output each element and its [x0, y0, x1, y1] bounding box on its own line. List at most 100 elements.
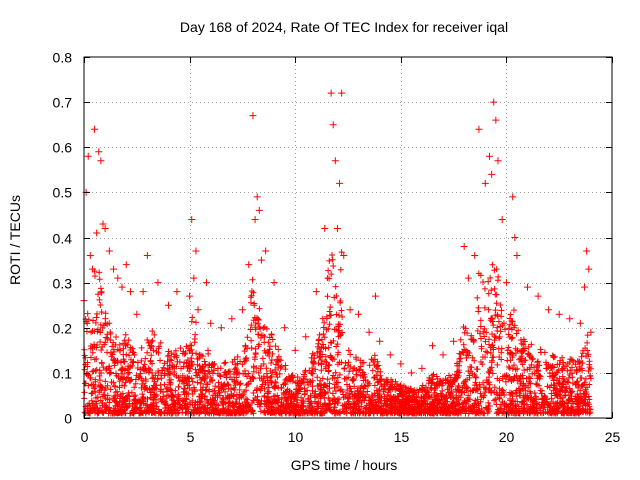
data-point — [343, 401, 350, 408]
data-point — [468, 408, 475, 415]
data-point — [568, 364, 575, 371]
data-point — [439, 351, 447, 359]
data-point — [490, 98, 498, 106]
data-point — [475, 125, 483, 133]
data-point — [494, 157, 502, 165]
data-point — [223, 374, 230, 381]
data-point — [498, 313, 505, 320]
data-point — [513, 330, 520, 337]
data-point — [513, 393, 520, 400]
data-point — [149, 385, 156, 392]
data-point — [479, 361, 486, 368]
data-point — [337, 331, 344, 338]
data-point — [559, 354, 566, 361]
data-point — [96, 296, 103, 303]
data-point — [84, 310, 91, 317]
data-point — [567, 388, 574, 395]
data-point — [559, 373, 566, 380]
data-point — [248, 337, 255, 344]
data-point — [562, 387, 569, 394]
data-point — [153, 403, 160, 410]
data-point — [487, 344, 494, 351]
data-point — [422, 401, 429, 408]
data-point — [410, 389, 417, 396]
data-point — [418, 394, 425, 401]
data-point — [552, 400, 559, 407]
data-point — [452, 386, 459, 393]
data-point — [539, 396, 546, 403]
data-point — [102, 310, 109, 317]
data-point — [472, 387, 479, 394]
data-point — [269, 350, 276, 357]
data-point — [460, 341, 467, 348]
data-point — [198, 390, 205, 397]
data-point — [307, 378, 314, 385]
data-point — [498, 307, 505, 314]
data-point — [475, 308, 482, 315]
data-point — [209, 370, 216, 377]
data-point — [355, 310, 363, 318]
data-point — [110, 379, 117, 386]
data-point — [333, 408, 340, 415]
data-point — [234, 360, 241, 367]
data-point — [89, 400, 96, 407]
data-point — [326, 385, 333, 392]
data-point — [495, 318, 502, 325]
data-point — [242, 342, 249, 349]
data-point — [338, 386, 345, 393]
data-point — [154, 279, 162, 287]
data-point — [294, 408, 301, 415]
data-point — [512, 410, 519, 417]
data-point — [99, 220, 107, 228]
data-point — [474, 366, 481, 373]
data-point — [269, 399, 276, 406]
data-point — [106, 365, 113, 372]
data-point — [507, 357, 514, 364]
data-point — [171, 406, 178, 413]
data-point — [476, 381, 483, 388]
data-point — [207, 319, 215, 327]
data-point — [369, 399, 376, 406]
data-point — [247, 299, 254, 306]
data-point — [217, 373, 224, 380]
data-point — [565, 397, 572, 404]
data-point — [525, 384, 532, 391]
data-point — [311, 398, 318, 405]
x-tick-label: 15 — [394, 429, 410, 445]
data-point — [105, 247, 113, 255]
x-tick-label: 20 — [499, 429, 515, 445]
data-point — [244, 334, 251, 341]
data-point — [106, 404, 113, 411]
data-point — [143, 252, 151, 260]
data-point — [574, 393, 581, 400]
data-point — [188, 318, 195, 325]
data-point — [275, 364, 282, 371]
data-point — [526, 364, 533, 371]
data-point — [323, 363, 330, 370]
data-point — [118, 283, 126, 291]
data-point — [272, 378, 279, 385]
data-point — [274, 374, 281, 381]
data-point — [142, 378, 149, 385]
data-point — [451, 399, 458, 406]
data-point — [366, 380, 373, 387]
data-point — [204, 405, 211, 412]
data-point — [163, 394, 170, 401]
data-point — [514, 365, 521, 372]
data-point — [537, 349, 544, 356]
data-point — [108, 369, 115, 376]
data-point — [141, 367, 148, 374]
data-point — [146, 403, 153, 410]
data-point — [369, 357, 376, 364]
data-point — [330, 263, 337, 270]
data-point — [317, 353, 324, 360]
data-point — [264, 390, 271, 397]
data-point — [494, 408, 501, 415]
y-tick-label: 0.1 — [53, 366, 73, 382]
data-point — [126, 369, 133, 376]
data-point — [416, 409, 423, 416]
data-point — [452, 371, 459, 378]
data-point — [194, 361, 201, 368]
data-point — [265, 339, 272, 346]
data-point — [481, 333, 488, 340]
